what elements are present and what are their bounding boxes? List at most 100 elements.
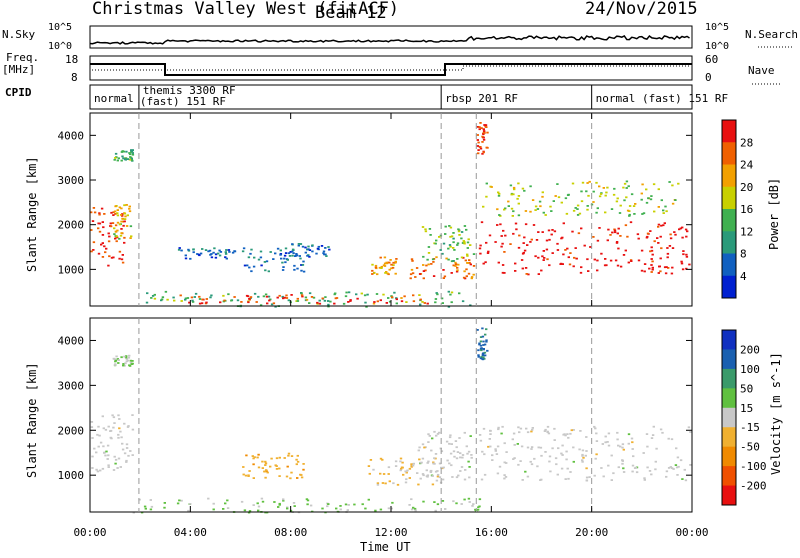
- range-gate-cell: [477, 506, 480, 509]
- echo-region: [113, 204, 133, 240]
- range-gate-cell: [542, 259, 545, 261]
- range-gate-cell: [623, 199, 626, 202]
- range-gate-cell: [458, 292, 461, 295]
- range-gate-cell: [412, 462, 415, 465]
- range-gate-cell: [296, 477, 299, 479]
- range-gate-cell: [257, 466, 261, 469]
- range-gate-cell: [432, 261, 435, 263]
- range-gate-cell: [481, 354, 484, 357]
- range-gate-cell: [300, 474, 303, 476]
- range-gate-cell: [624, 224, 628, 227]
- range-gate-cell: [613, 228, 616, 231]
- range-gate-cell: [554, 195, 557, 197]
- range-gate-cell: [101, 242, 104, 244]
- range-gate-cell: [518, 431, 521, 434]
- range-gate-cell: [477, 354, 480, 357]
- range-gate-cell: [285, 475, 289, 478]
- range-gate-cell: [643, 263, 647, 265]
- range-gate-cell: [670, 272, 674, 275]
- range-gate-cell: [505, 462, 508, 464]
- range-gate-cell: [642, 212, 646, 215]
- range-gate-cell: [339, 508, 342, 511]
- range-gate-cell: [275, 457, 279, 460]
- range-gate-cell: [299, 257, 302, 260]
- range-gate-cell: [321, 297, 324, 300]
- range-gate-cell: [604, 435, 607, 438]
- range-gate-cell: [184, 298, 187, 301]
- range-gate-cell: [113, 158, 116, 161]
- range-gate-cell: [671, 247, 675, 249]
- range-gate-cell: [521, 479, 524, 481]
- range-gate-cell: [269, 251, 272, 253]
- range-gate-cell: [107, 264, 110, 267]
- range-gate-cell: [436, 475, 440, 478]
- range-gate-cell: [581, 449, 585, 452]
- echo-region: [242, 452, 305, 480]
- range-gate-cell: [562, 253, 565, 256]
- range-gate-cell: [530, 446, 534, 448]
- range-gate-cell: [107, 425, 110, 428]
- range-gate-cell: [427, 246, 431, 248]
- range-gate-cell: [461, 242, 465, 244]
- range-gate-cell: [430, 449, 433, 452]
- range-gate-cell: [486, 131, 489, 134]
- range-gate-cell: [513, 457, 516, 459]
- range-gate-cell: [672, 468, 675, 470]
- range-gate-cell: [360, 292, 363, 295]
- range-gate-cell: [374, 264, 378, 267]
- range-gate-cell: [682, 253, 685, 256]
- range-gate-cell: [551, 447, 554, 450]
- range-gate-cell: [586, 208, 589, 211]
- range-gate-cell: [547, 432, 551, 435]
- range-gate-cell: [431, 475, 434, 477]
- range-gate-cell: [257, 258, 261, 261]
- range-gate-cell: [487, 250, 490, 253]
- range-gate-cell: [114, 224, 118, 227]
- range-gate-cell: [281, 295, 284, 298]
- range-gate-cell: [104, 428, 108, 431]
- range-gate-cell: [111, 414, 114, 417]
- range-gate-cell: [553, 230, 557, 233]
- range-gate-cell: [418, 458, 421, 461]
- range-gate-cell: [443, 275, 447, 278]
- range-gate-cell: [479, 347, 483, 350]
- range-gate-cell: [293, 268, 296, 271]
- range-gate-cell: [264, 476, 267, 479]
- range-gate-cell: [151, 295, 155, 297]
- range-gate-cell: [457, 474, 460, 477]
- range-gate-cell: [586, 182, 589, 184]
- range-gate-cell: [353, 503, 356, 506]
- range-gate-cell: [117, 359, 120, 361]
- range-gate-cell: [514, 270, 517, 272]
- range-gate-cell: [130, 235, 133, 238]
- range-gate-cell: [498, 465, 502, 468]
- range-gate-cell: [425, 469, 428, 472]
- range-gate-cell: [441, 302, 444, 304]
- nave-trace: [92, 65, 690, 71]
- range-gate-cell: [125, 459, 128, 462]
- range-gate-cell: [252, 477, 255, 479]
- range-gate-cell: [97, 445, 100, 448]
- range-gate-cell: [510, 207, 514, 210]
- range-gate-cell: [483, 473, 487, 476]
- range-gate-cell: [278, 475, 281, 477]
- range-gate-cell: [503, 474, 506, 476]
- range-gate-cell: [482, 262, 485, 265]
- range-gate-cell: [117, 157, 120, 160]
- range-gate-cell: [422, 474, 425, 477]
- range-gate-cell: [401, 461, 404, 464]
- range-gate-cell: [674, 233, 677, 236]
- range-gate-cell: [300, 264, 303, 266]
- range-gate-cell: [637, 237, 640, 240]
- range-gate-cell: [668, 181, 671, 183]
- range-gate-cell: [458, 234, 461, 236]
- range-gate-cell: [598, 195, 602, 198]
- range-gate-cell: [394, 272, 397, 275]
- range-gate-cell: [241, 250, 245, 253]
- range-gate-cell: [439, 249, 442, 251]
- range-gate-cell: [374, 266, 378, 269]
- range-gate-cell: [578, 212, 582, 215]
- range-gate-cell: [643, 477, 646, 480]
